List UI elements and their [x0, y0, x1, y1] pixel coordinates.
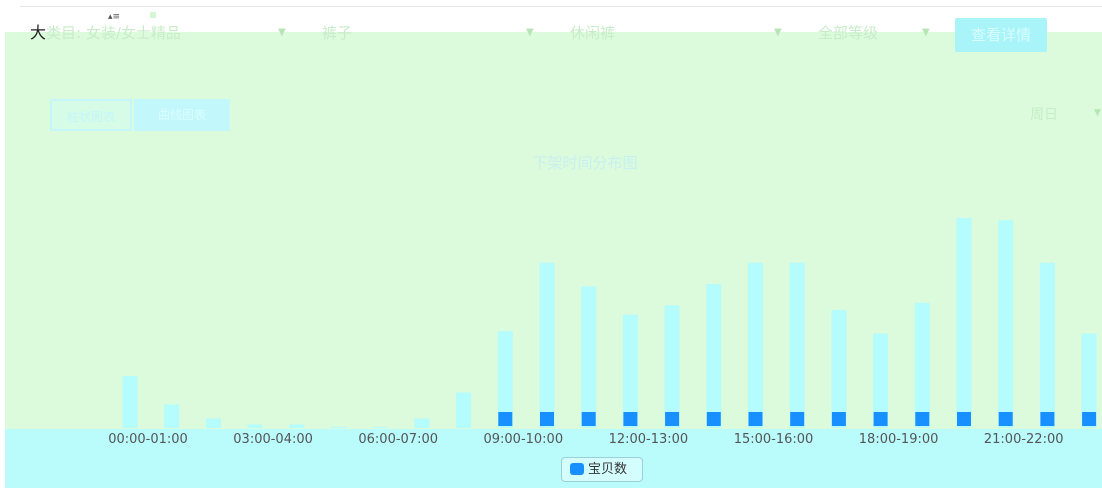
query-button[interactable]: 查看详情: [955, 18, 1047, 52]
category-select[interactable]: 大类目: 女装/女士精品 ▼: [22, 18, 312, 48]
bar-marker-18:00-19:00: [873, 412, 888, 426]
bar-21:00-22:00[interactable]: [998, 220, 1014, 428]
axis-band: [5, 429, 1102, 488]
x-tick-label: 15:00-16:00: [734, 432, 814, 447]
bar-marker-14:00-15:00: [706, 412, 721, 426]
chart-bars: [122, 218, 1097, 429]
bar-03:00-04:00[interactable]: [247, 424, 263, 429]
bar-00:00-01:00[interactable]: [122, 376, 138, 428]
bar-15:00-16:00[interactable]: [748, 262, 763, 428]
bar-marker-20:00-21:00: [957, 412, 971, 426]
bar-14:00-15:00[interactable]: [706, 284, 722, 428]
bar-02:00-03:00[interactable]: [205, 418, 221, 428]
tooltip-marker: [150, 12, 156, 18]
x-tick-label: 21:00-22:00: [984, 432, 1064, 447]
bar-10:00-11:00[interactable]: [539, 262, 555, 428]
level-select-text: 全部等级: [818, 24, 879, 42]
legend-swatch: [570, 463, 584, 475]
chevron-down-icon: ▼: [922, 27, 930, 38]
tooltip-icon: ▴≡: [108, 12, 121, 22]
bar-marker-11:00-12:00: [581, 412, 596, 426]
bar-12:00-13:00[interactable]: [622, 314, 638, 428]
bar-01:00-02:00[interactable]: [164, 404, 180, 428]
x-tick-label: 09:00-10:00: [483, 432, 563, 447]
bar-07:00-08:00[interactable]: [414, 418, 430, 428]
level-select[interactable]: 全部等级 ▼: [810, 18, 946, 48]
category-first-char: 大: [30, 23, 47, 42]
bar-marker-15:00-16:00: [748, 412, 763, 426]
chart-markers: [498, 412, 1097, 426]
bar-marker-17:00-18:00: [831, 412, 846, 426]
x-tick-label: 03:00-04:00: [233, 432, 313, 447]
bar-chart-toggle[interactable]: 柱状图表: [50, 99, 132, 131]
bar-16:00-17:00[interactable]: [789, 262, 805, 428]
category-select-text: 类目: 女装/女士精品: [46, 24, 181, 42]
bar-marker-09:00-10:00: [498, 412, 513, 426]
bar-20:00-21:00[interactable]: [956, 218, 972, 428]
chart-title: 下架时间分布图: [532, 154, 638, 172]
chevron-down-icon: ▼: [774, 27, 782, 38]
bar-marker-12:00-13:00: [623, 412, 638, 426]
chevron-down-icon: ▼: [278, 27, 286, 38]
day-select[interactable]: 周日: [1030, 107, 1058, 123]
bar-09:00-10:00[interactable]: [497, 331, 513, 428]
bar-marker-19:00-20:00: [915, 412, 930, 426]
bar-marker-16:00-17:00: [790, 412, 805, 426]
type-select-text: 裤子: [322, 24, 353, 42]
bar-23:00-24:00[interactable]: [1081, 333, 1097, 428]
top-strip: [0, 0, 1102, 32]
style-select[interactable]: 休闲裤 ▼: [562, 18, 802, 48]
bar-marker-10:00-11:00: [540, 412, 554, 426]
bar-13:00-14:00[interactable]: [664, 305, 680, 428]
style-select-text: 休闲裤: [570, 24, 616, 42]
line-chart-toggle[interactable]: 曲线图表: [134, 99, 230, 131]
legend[interactable]: 宝贝数: [561, 457, 643, 482]
bar-marker-22:00-23:00: [1040, 412, 1055, 426]
x-tick-label: 18:00-19:00: [859, 432, 939, 447]
bar-11:00-12:00[interactable]: [581, 286, 597, 428]
chevron-down-icon: ▼: [526, 27, 534, 38]
type-select[interactable]: 裤子 ▼: [314, 18, 554, 48]
legend-label: 宝贝数: [588, 462, 628, 477]
chevron-down-icon: ▼: [1094, 108, 1101, 118]
top-border: [20, 6, 1102, 7]
bar-08:00-09:00[interactable]: [456, 392, 472, 428]
bar-19:00-20:00[interactable]: [914, 302, 930, 428]
x-tick-label: 06:00-07:00: [358, 432, 438, 447]
x-tick-label: 12:00-13:00: [609, 432, 689, 447]
bar-marker-21:00-22:00: [998, 412, 1013, 426]
chart-x-ticks: 00:00-01:00 03:00-04:00 06:00-07:00 09:00-1…: [108, 432, 1063, 447]
x-tick-label: 00:00-01:00: [108, 432, 188, 447]
bar-17:00-18:00[interactable]: [831, 310, 847, 428]
bar-22:00-23:00[interactable]: [1039, 262, 1055, 428]
bar-marker-13:00-14:00: [665, 412, 680, 426]
bar-06:00-07:00[interactable]: [372, 426, 388, 428]
bar-18:00-19:00[interactable]: [873, 333, 889, 428]
bar-04:00-05:00[interactable]: [289, 424, 305, 429]
bar-marker-23:00-24:00: [1082, 412, 1097, 426]
bar-05:00-06:00[interactable]: [331, 426, 346, 428]
